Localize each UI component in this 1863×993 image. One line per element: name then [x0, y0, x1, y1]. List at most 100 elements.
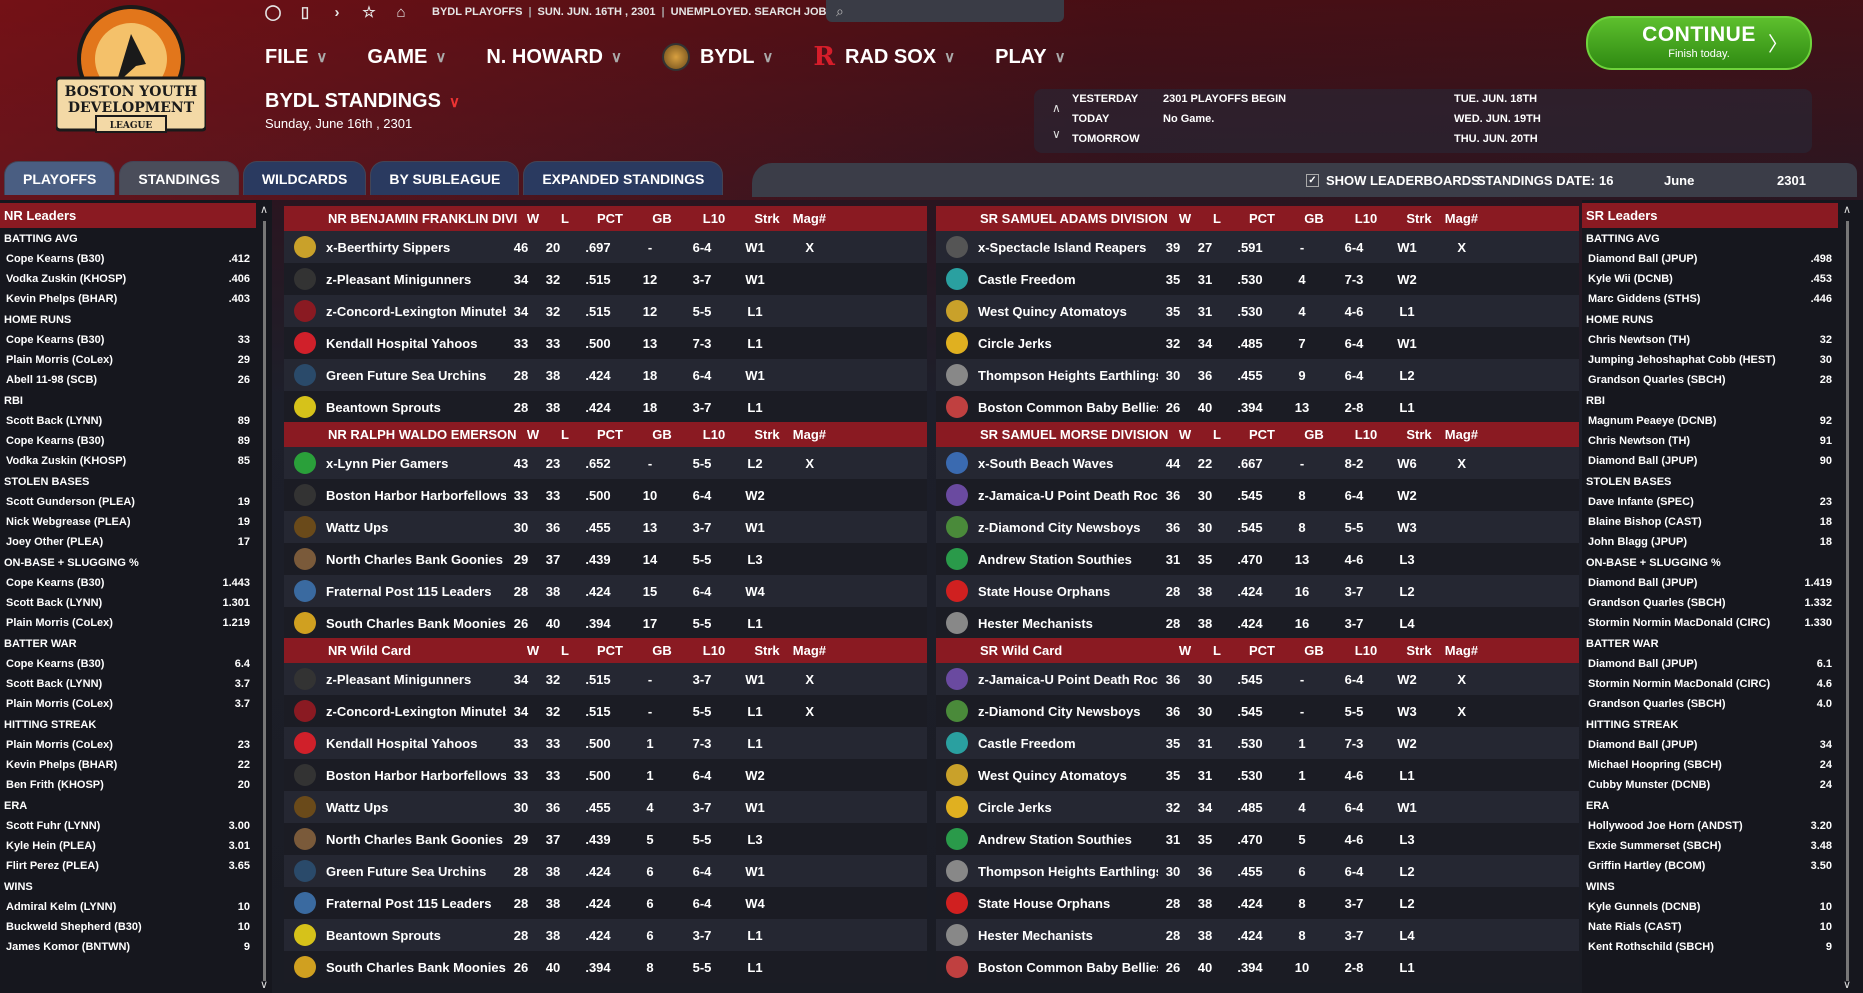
tab-by-subleague[interactable]: BY SUBLEAGUE: [370, 161, 520, 195]
leader-name[interactable]: Plain Morris (CoLex): [6, 739, 113, 751]
team-name[interactable]: Beantown Sprouts: [326, 399, 441, 415]
leader-row[interactable]: James Komor (BNTWN) 9: [0, 937, 256, 957]
leader-row[interactable]: Kyle Gunnels (DCNB) 10: [1582, 897, 1838, 917]
team-name[interactable]: Kendall Hospital Yahoos: [326, 735, 478, 751]
leader-name[interactable]: Michael Hoopring (SBCH): [1588, 759, 1722, 771]
leader-row[interactable]: Jumping Jehoshaphat Cobb (HEST) 30: [1582, 350, 1838, 370]
table-row[interactable]: Hester Mechanists 28 38 .424 8 3-7 L4: [936, 919, 1579, 951]
column-header[interactable]: GB: [1304, 643, 1324, 658]
table-row[interactable]: Beantown Sprouts 28 38 .424 18 3-7 L1: [284, 391, 927, 423]
leader-name[interactable]: Cope Kearns (B30): [6, 435, 105, 447]
leader-name[interactable]: Dave Infante (SPEC): [1588, 496, 1694, 508]
leader-name[interactable]: Buckweld Shepherd (B30): [6, 921, 142, 933]
team-name[interactable]: z-Jamaica-U Point Death Rockets: [978, 487, 1158, 503]
leader-row[interactable]: Kevin Phelps (BHAR) .403: [0, 289, 256, 309]
leader-row[interactable]: Cope Kearns (B30) 33: [0, 330, 256, 350]
column-header[interactable]: L10: [702, 211, 726, 226]
leader-name[interactable]: Hollywood Joe Horn (ANDST): [1588, 820, 1743, 832]
leader-name[interactable]: Cope Kearns (B30): [6, 577, 105, 589]
leader-name[interactable]: Grandson Quarles (SBCH): [1588, 374, 1726, 386]
leader-name[interactable]: Kyle Gunnels (DCNB): [1588, 901, 1701, 913]
leader-row[interactable]: Cope Kearns (B30) 6.4: [0, 654, 256, 674]
column-header[interactable]: GB: [652, 211, 672, 226]
menu-team[interactable]: R RAD SOX ∨: [813, 42, 956, 72]
team-name[interactable]: North Charles Bank Goonies: [326, 831, 503, 847]
leader-row[interactable]: Magnum Peaeye (DCNB) 92: [1582, 411, 1838, 431]
leader-name[interactable]: Kyle Wii (DCNB): [1588, 273, 1673, 285]
column-header[interactable]: Strk: [754, 427, 780, 442]
column-header[interactable]: PCT: [597, 427, 623, 442]
show-leaderboards-checkbox[interactable]: ✓: [1306, 174, 1319, 187]
leader-name[interactable]: Jumping Jehoshaphat Cobb (HEST): [1588, 354, 1776, 366]
leader-name[interactable]: Diamond Ball (JPUP): [1588, 739, 1698, 751]
leader-name[interactable]: Diamond Ball (JPUP): [1588, 455, 1698, 467]
leader-name[interactable]: John Blagg (JPUP): [1588, 536, 1688, 548]
leader-row[interactable]: Scott Back (LYNN) 3.7: [0, 674, 256, 694]
leader-row[interactable]: Scott Fuhr (LYNN) 3.00: [0, 816, 256, 836]
scroll-down-icon[interactable]: ∨: [260, 979, 269, 991]
tab-wildcards[interactable]: WILDCARDS: [242, 161, 367, 195]
leader-row[interactable]: Vodka Zuskin (KHOSP) .406: [0, 269, 256, 289]
table-row[interactable]: Boston Common Baby Bellies 26 40 .394 13 2-8 L…: [936, 391, 1579, 423]
table-row[interactable]: Wattz Ups 30 36 .455 13 3-7 W1: [284, 511, 927, 543]
leader-name[interactable]: Scott Gunderson (PLEA): [6, 496, 135, 508]
column-header[interactable]: L10: [702, 643, 726, 658]
team-name[interactable]: State House Orphans: [978, 895, 1111, 911]
leader-row[interactable]: Dave Infante (SPEC) 23: [1582, 492, 1838, 512]
team-name[interactable]: Andrew Station Southies: [978, 551, 1132, 567]
division-title[interactable]: SR SAMUEL ADAMS DIVISION: [980, 211, 1168, 226]
table-row[interactable]: Kendall Hospital Yahoos 33 33 .500 13 7-3 L1: [284, 327, 927, 359]
table-row[interactable]: x-South Beach Waves 44 22 .667 - 8-2 W6 X: [936, 447, 1579, 479]
team-name[interactable]: North Charles Bank Goonies: [326, 551, 503, 567]
leader-row[interactable]: Nate Rials (CAST) 10: [1582, 917, 1838, 937]
standings-day[interactable]: 16: [1599, 173, 1614, 188]
column-header[interactable]: Strk: [1406, 427, 1432, 442]
table-row[interactable]: z-Diamond City Newsboys 36 30 .545 8 5-5 W3: [936, 511, 1579, 543]
table-row[interactable]: x-Spectacle Island Reapers 39 27 .591 - 6-4 W1…: [936, 231, 1579, 263]
leader-name[interactable]: Kent Rothschild (SBCH): [1588, 941, 1714, 953]
leader-row[interactable]: Diamond Ball (JPUP) .498: [1582, 249, 1838, 269]
standings-month[interactable]: June: [1664, 173, 1695, 188]
team-name[interactable]: z-Diamond City Newsboys: [978, 519, 1141, 535]
table-row[interactable]: Hester Mechanists 28 38 .424 16 3-7 L4: [936, 607, 1579, 639]
team-name[interactable]: West Quincy Atomatoys: [978, 767, 1127, 783]
team-name[interactable]: State House Orphans: [978, 583, 1111, 599]
table-row[interactable]: Boston Common Baby Bellies 26 40 .394 10 2-8 L…: [936, 951, 1579, 983]
leader-name[interactable]: Griffin Hartley (BCOM): [1588, 860, 1706, 872]
page-icon[interactable]: ▯: [300, 4, 310, 21]
table-row[interactable]: Circle Jerks 32 34 .485 7 6-4 W1: [936, 327, 1579, 359]
menu-league[interactable]: BYDL ∨: [661, 43, 773, 71]
leader-name[interactable]: Diamond Ball (JPUP): [1588, 658, 1698, 670]
table-row[interactable]: Thompson Heights Earthlings 30 36 .455 6 6-4 L…: [936, 855, 1579, 887]
leader-name[interactable]: Stormin Normin MacDonald (CIRC): [1588, 617, 1771, 629]
column-header[interactable]: GB: [1304, 427, 1324, 442]
calendar-up-icon[interactable]: ∧: [1052, 101, 1061, 115]
table-row[interactable]: Fraternal Post 115 Leaders 28 38 .424 15 6-4 W…: [284, 575, 927, 607]
leader-name[interactable]: Plain Morris (CoLex): [6, 698, 113, 710]
column-header[interactable]: Mag#: [792, 427, 826, 442]
table-row[interactable]: Green Future Sea Urchins 28 38 .424 18 6-4 W1: [284, 359, 927, 391]
table-row[interactable]: z-Diamond City Newsboys 36 30 .545 - 5-5 W3 X: [936, 695, 1579, 727]
table-row[interactable]: Boston Harbor Harborfellows 33 33 .500 10 6-4…: [284, 479, 927, 511]
column-header[interactable]: W: [526, 643, 540, 658]
leader-name[interactable]: Blaine Bishop (CAST): [1588, 516, 1702, 528]
leader-row[interactable]: Cope Kearns (B30) .412: [0, 249, 256, 269]
leader-row[interactable]: Griffin Hartley (BCOM) 3.50: [1582, 856, 1838, 876]
leader-name[interactable]: Grandson Quarles (SBCH): [1588, 597, 1726, 609]
leader-name[interactable]: Scott Back (LYNN): [6, 415, 103, 427]
team-name[interactable]: Thompson Heights Earthlings: [978, 367, 1158, 383]
leader-name[interactable]: James Komor (BNTWN): [6, 941, 131, 953]
team-name[interactable]: Beantown Sprouts: [326, 927, 441, 943]
menu-manager[interactable]: N. HOWARD ∨: [486, 45, 622, 68]
table-row[interactable]: North Charles Bank Goonies 29 37 .439 14 5-5 L…: [284, 543, 927, 575]
calendar-down-icon[interactable]: ∨: [1052, 127, 1061, 141]
column-header[interactable]: L: [1213, 211, 1221, 226]
team-name[interactable]: Boston Common Baby Bellies: [978, 959, 1158, 975]
leader-row[interactable]: Chris Newtson (TH) 32: [1582, 330, 1838, 350]
table-row[interactable]: West Quincy Atomatoys 35 31 .530 4 4-6 L1: [936, 295, 1579, 327]
column-header[interactable]: W: [1178, 427, 1192, 442]
table-row[interactable]: z-Concord-Lexington Minuteboys 34 32 .515 - 5…: [284, 695, 927, 727]
leader-row[interactable]: Exxie Summerset (SBCH) 3.48: [1582, 836, 1838, 856]
team-name[interactable]: z-Concord-Lexington Minuteboys: [326, 703, 506, 719]
team-name[interactable]: Boston Common Baby Bellies: [978, 399, 1158, 415]
